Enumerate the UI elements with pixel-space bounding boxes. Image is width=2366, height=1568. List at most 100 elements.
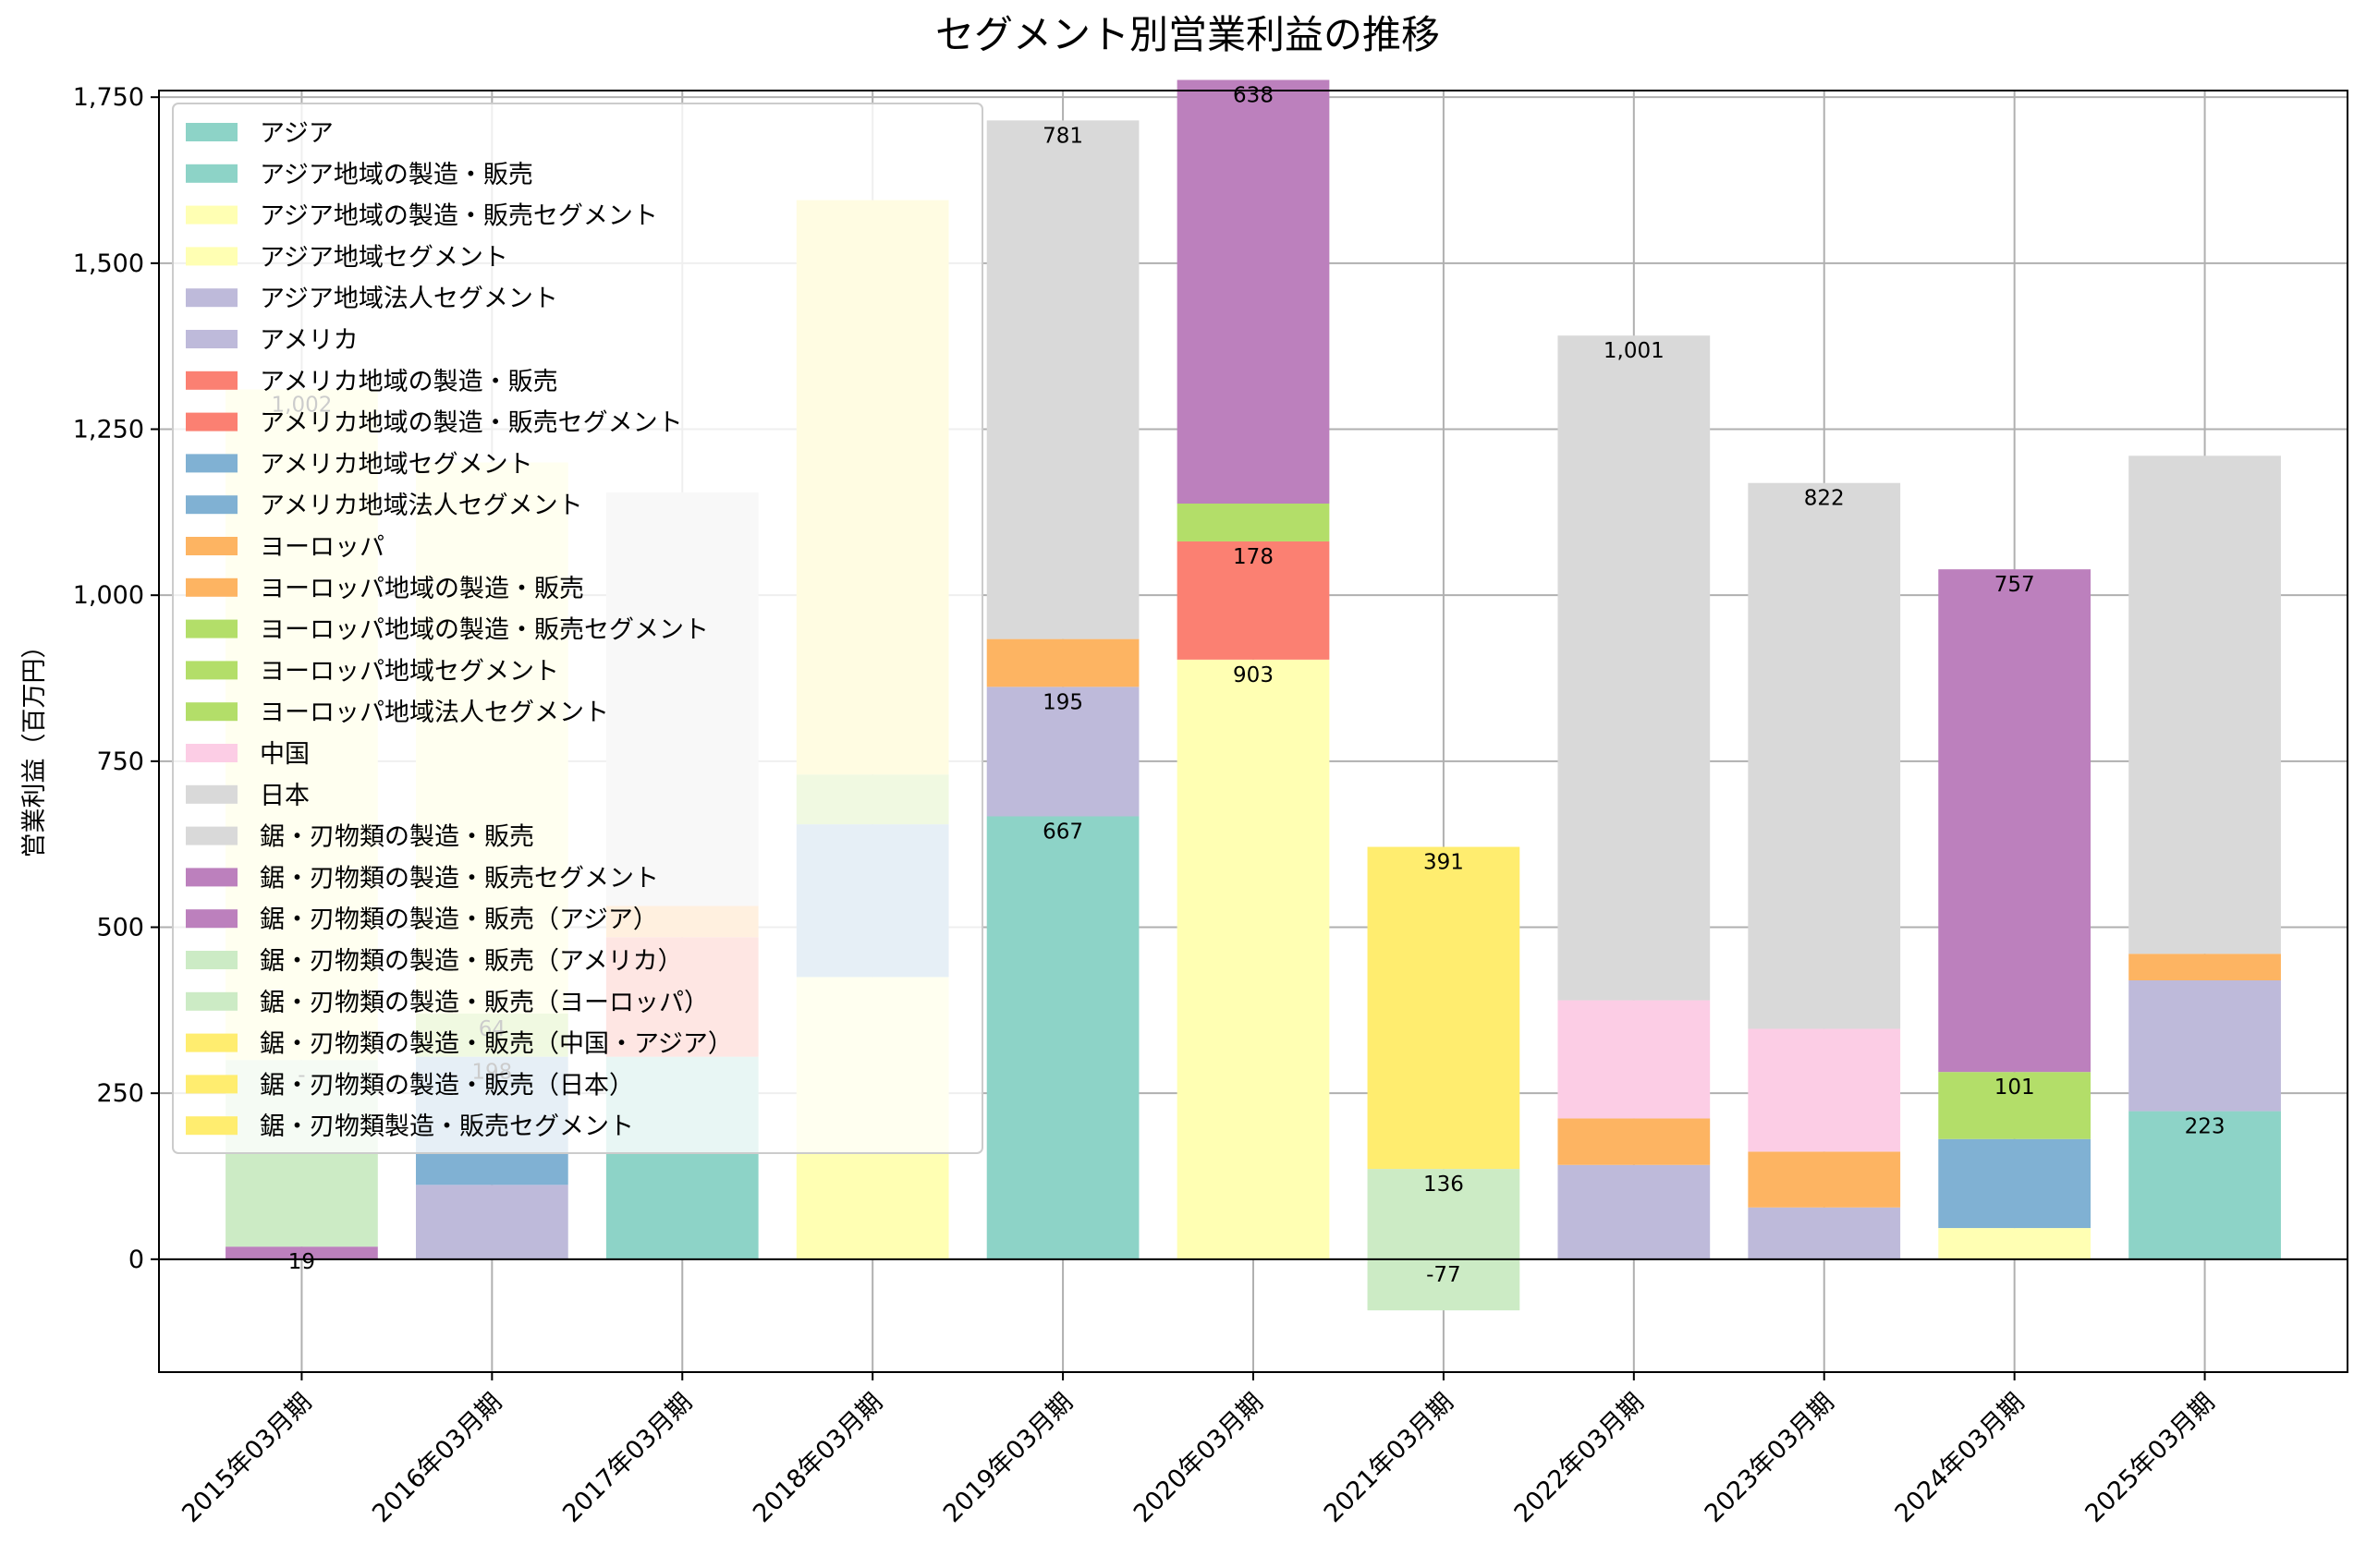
legend-swatch (186, 164, 238, 183)
y-tick-label: 1,000 (73, 581, 144, 610)
legend-label: アメリカ地域法人セグメント (260, 492, 583, 520)
legend-swatch (186, 454, 238, 473)
bar-segment (2128, 1111, 2281, 1259)
bar-segment (2128, 979, 2281, 1112)
legend-label: 鋸・刃物類の製造・販売（中国・アジア） (260, 1030, 733, 1059)
legend-frame (172, 103, 983, 1154)
y-tick-label: 1,500 (73, 249, 144, 278)
legend-label: アジア地域法人セグメント (260, 285, 558, 313)
legend-label: アメリカ地域セグメント (260, 450, 533, 479)
bar-segment (1367, 1169, 1520, 1259)
y-tick-label: 0 (128, 1246, 144, 1274)
data-label: 391 (1423, 851, 1464, 875)
data-label: 781 (1043, 124, 1083, 148)
data-label: 822 (1804, 487, 1845, 511)
data-label: 101 (1994, 1076, 2035, 1100)
legend-swatch (186, 1116, 238, 1136)
bar-segment (1177, 541, 1330, 660)
x-tick-label: 2016年03月期 (367, 1388, 507, 1528)
x-tick-label: 2018年03月期 (748, 1388, 888, 1528)
x-tick-label: 2023年03月期 (1700, 1388, 1840, 1528)
bar-segment (986, 816, 1140, 1259)
legend-swatch (186, 537, 238, 555)
legend-swatch (186, 123, 238, 141)
legend-label: 日本 (260, 782, 310, 810)
bar-segment (1938, 1072, 2092, 1139)
legend-swatch (186, 330, 238, 348)
x-tick-label: 2024年03月期 (1890, 1388, 2031, 1528)
bar-segment (226, 1246, 378, 1259)
bar-segment (1177, 79, 1330, 504)
legend-label: アメリカ (260, 326, 359, 355)
y-tick-label: 250 (96, 1079, 144, 1108)
legend-swatch (186, 744, 238, 762)
legend-swatch (186, 868, 238, 887)
bar-segment (1938, 1228, 2092, 1259)
bar-segment (1557, 1000, 1711, 1119)
bar-segment (1748, 1207, 1901, 1259)
y-axis-label: 営業利益（百万円） (20, 634, 49, 858)
bar-segment (1557, 1164, 1711, 1259)
legend-label: アメリカ地域の製造・販売セグメント (260, 409, 683, 438)
bar-segment (1748, 1151, 1901, 1208)
legend-swatch (186, 247, 238, 266)
legend-swatch (186, 784, 238, 804)
data-label: 178 (1233, 545, 1274, 569)
bar-segment (1557, 335, 1711, 1001)
legend-label: 鋸・刃物類の製造・販売 (260, 823, 534, 852)
x-tick-label: 2021年03月期 (1319, 1388, 1459, 1528)
legend-label: ヨーロッパ地域の製造・販売セグメント (260, 616, 709, 645)
legend-label: ヨーロッパ地域セグメント (260, 657, 559, 686)
data-label: 223 (2185, 1115, 2226, 1139)
y-tick-label: 500 (96, 914, 144, 942)
bar-segment (1367, 846, 1520, 1170)
legend-label: ヨーロッパ (260, 533, 384, 562)
x-tick-label: 2022年03月期 (1509, 1388, 1650, 1528)
legend-label: アジア地域の製造・販売セグメント (260, 202, 658, 231)
legend-swatch (186, 702, 238, 722)
legend-swatch (186, 826, 238, 845)
legend-label: 鋸・刃物類の製造・販売（アメリカ） (260, 947, 683, 976)
bar-segment (415, 1185, 568, 1259)
legend-swatch (186, 1033, 238, 1052)
data-label: 195 (1043, 690, 1083, 714)
bar-segment (1557, 1118, 1711, 1165)
data-label: 903 (1233, 663, 1274, 687)
bar-segment (986, 638, 1140, 687)
legend-swatch (186, 1075, 238, 1094)
legend-swatch (186, 205, 238, 225)
y-tick-label: 1,750 (73, 83, 144, 112)
legend-label: アジア (260, 119, 334, 148)
bar-segment (2128, 456, 2281, 954)
legend-label: 鋸・刃物類の製造・販売（日本） (260, 1071, 634, 1100)
x-tick-label: 2017年03月期 (557, 1388, 698, 1528)
data-label: 136 (1423, 1173, 1464, 1197)
legend-swatch (186, 991, 238, 1011)
bar-segment (986, 120, 1140, 639)
legend-swatch (186, 371, 238, 390)
data-label: 667 (1043, 820, 1083, 844)
chart-title: セグメント別営業利益の推移 (935, 12, 1440, 57)
legend-label: アジア地域の製造・販売 (260, 161, 533, 189)
bar-segment (1748, 1028, 1901, 1152)
legend-swatch (186, 577, 238, 597)
legend-label: 鋸・刃物類製造・販売セグメント (260, 1112, 634, 1141)
legend-label: アジア地域セグメント (260, 243, 508, 272)
bar-segment (986, 687, 1140, 817)
y-tick-label: 1,250 (73, 416, 144, 444)
x-tick-label: 2025年03月期 (2079, 1388, 2220, 1528)
data-label: 19 (288, 1250, 315, 1274)
legend-label: 鋸・刃物類の製造・販売（ヨーロッパ） (260, 989, 709, 1017)
x-tick-label: 2019年03月期 (938, 1388, 1079, 1528)
data-label: -77 (1426, 1263, 1461, 1287)
legend-swatch (186, 661, 238, 680)
bar-segment (1177, 504, 1330, 541)
legend-swatch (186, 412, 238, 432)
legend-label: ヨーロッパ地域法人セグメント (260, 699, 609, 727)
x-tick-label: 2020年03月期 (1128, 1388, 1269, 1528)
legend-swatch (186, 288, 238, 308)
x-tick-label: 2015年03月期 (177, 1388, 317, 1528)
data-label: 638 (1233, 84, 1274, 108)
data-label: 1,001 (1604, 339, 1665, 363)
